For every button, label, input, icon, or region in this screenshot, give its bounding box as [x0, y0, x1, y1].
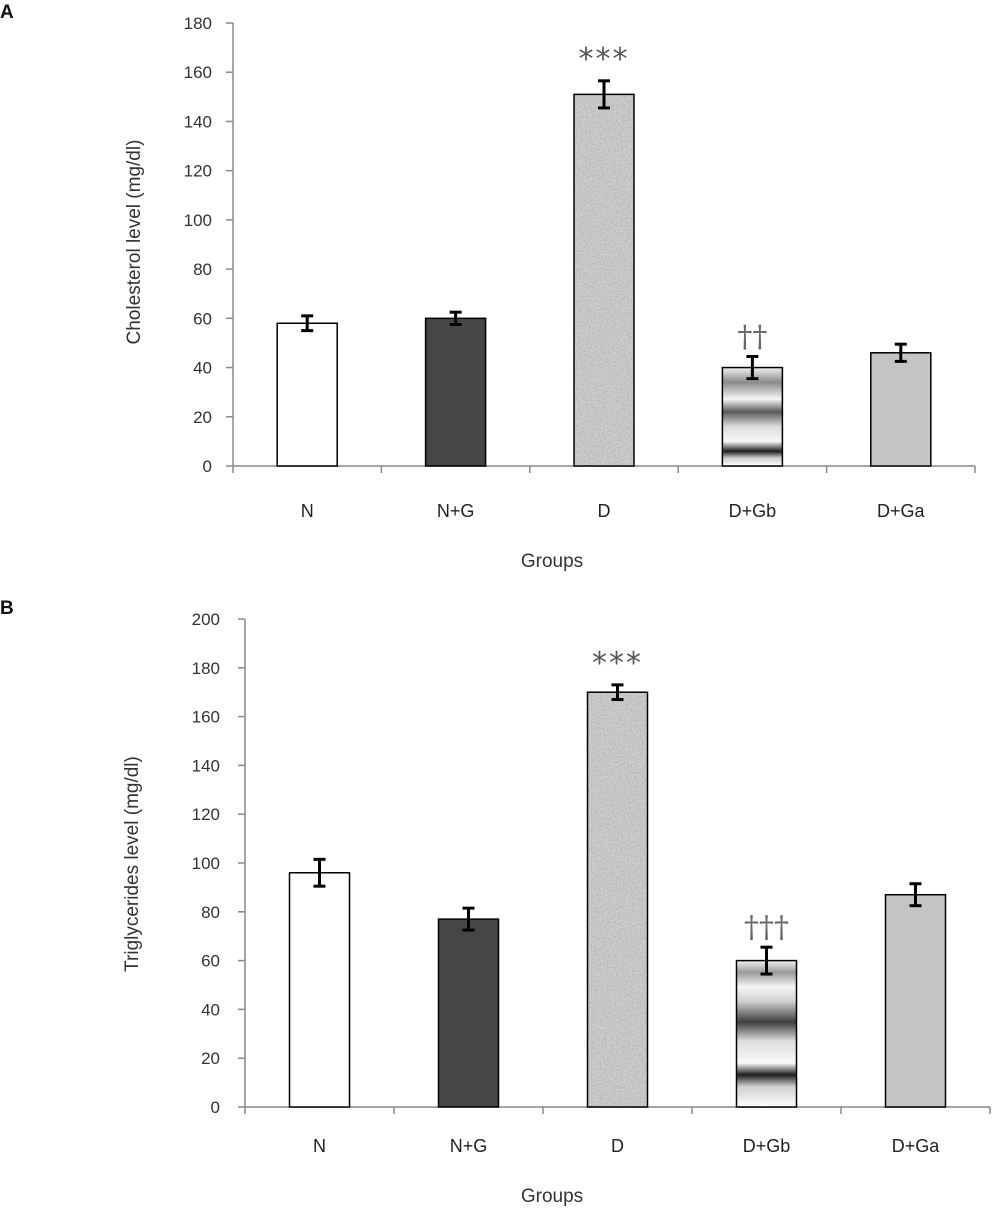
x-tick-label: D+Ga — [892, 1136, 941, 1156]
significance-marker: *** — [592, 646, 643, 681]
y-axis-title-b: Triglycerides level (mg/dl) — [122, 756, 143, 972]
bar-d-gb — [735, 959, 798, 1108]
y-tick-label: 60 — [193, 309, 212, 328]
y-tick-label: 180 — [184, 14, 212, 33]
y-tick-label: 60 — [201, 952, 220, 971]
panel-label-b: B — [0, 598, 14, 619]
x-tick-label: D — [611, 1136, 624, 1156]
y-axis-title-a: Cholesterol level (mg/dl) — [124, 140, 145, 345]
x-tick-label: N — [313, 1136, 326, 1156]
bar-d-ga — [870, 352, 932, 467]
bar-texture — [587, 692, 648, 1107]
y-tick-label: 0 — [211, 1098, 220, 1117]
x-tick-label: N — [301, 501, 314, 521]
y-tick-label: 100 — [192, 854, 220, 873]
x-tick-label: D+Ga — [877, 501, 926, 521]
x-tick-label: D+Gb — [743, 1136, 791, 1156]
significance-marker: *** — [579, 42, 630, 77]
x-axis-title-b: Groups — [521, 1186, 583, 1207]
bar-d-ga — [884, 893, 947, 1108]
y-tick-label: 160 — [192, 708, 220, 727]
bar-n — [276, 322, 338, 467]
y-tick-label: 0 — [203, 457, 212, 476]
x-tick-label: N+G — [437, 501, 475, 521]
y-tick-label: 160 — [184, 63, 212, 82]
y-tick-label: 20 — [193, 408, 212, 427]
bar-texture — [574, 94, 634, 466]
bar-n-g — [437, 918, 500, 1108]
y-tick-label: 180 — [192, 659, 220, 678]
chart-panel-a: A Cholesterol level (mg/dl) Groups 0 20 40… — [0, 2, 976, 572]
x-axis-title-a: Groups — [521, 551, 583, 572]
y-tick-label: 80 — [193, 260, 212, 279]
bar-n — [288, 872, 351, 1108]
dagger-marker: †† — [737, 319, 767, 354]
y-tick-label: 140 — [192, 756, 220, 775]
dagger-marker: ††† — [744, 910, 789, 945]
y-tick-label: 40 — [201, 1000, 220, 1019]
bar-n-g — [424, 317, 487, 467]
bar-d-gb — [721, 366, 784, 467]
y-tick-label: 200 — [192, 610, 220, 629]
y-tick-label: 140 — [184, 112, 212, 131]
y-tick-label: 80 — [201, 903, 220, 922]
y-tick-label: 20 — [201, 1049, 220, 1068]
x-tick-label: N+G — [450, 1136, 488, 1156]
panel-label-a: A — [0, 2, 14, 23]
y-tick-label: 100 — [184, 211, 212, 230]
x-tick-label: D+Gb — [729, 501, 777, 521]
y-tick-label: 120 — [184, 162, 212, 181]
y-tick-label: 120 — [192, 805, 220, 824]
x-tick-label: D — [598, 501, 611, 521]
y-tick-label: 40 — [193, 359, 212, 378]
chart-panel-b: B Triglycerides level (mg/dl) Groups 0 20… — [0, 598, 991, 1207]
